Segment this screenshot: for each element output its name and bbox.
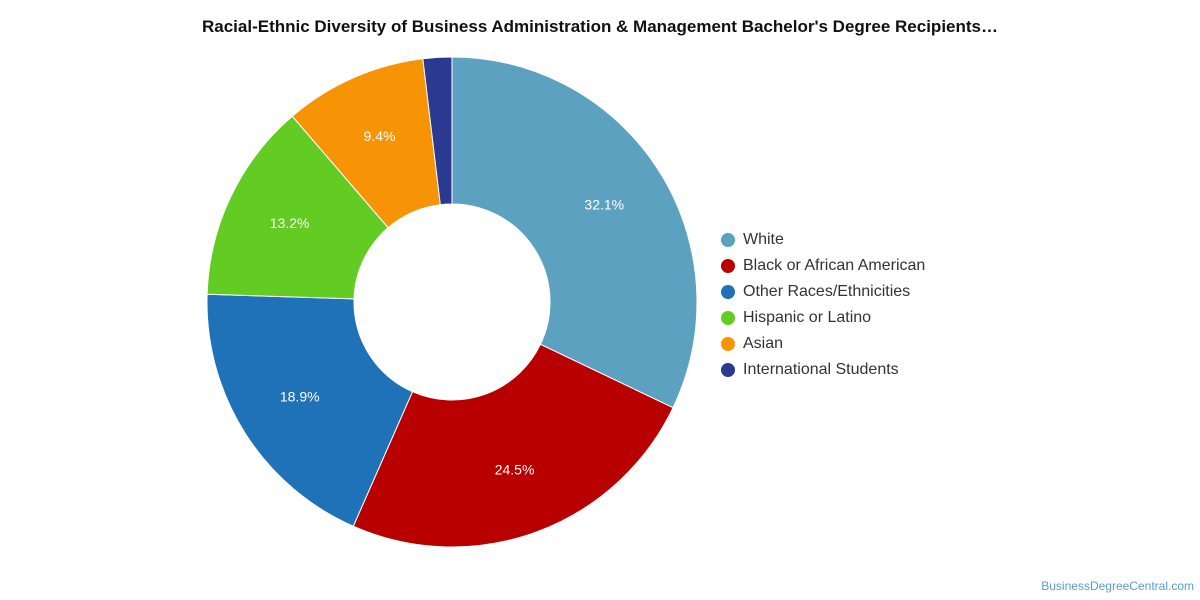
slice-white[interactable] xyxy=(451,56,698,409)
legend-swatch xyxy=(721,285,735,299)
slice-value-label-asian: 9.4% xyxy=(364,128,396,144)
slice-black-or-african-american[interactable] xyxy=(352,343,674,548)
slice-labels-group: 32.1% 24.5% 18.9% 13.2% 9.4% xyxy=(270,128,624,478)
legend-item-black-or-african-american[interactable]: Black or African American xyxy=(721,253,925,279)
legend-label: Black or African American xyxy=(743,257,926,274)
slice-value-label-hispanic-or-latino: 13.2% xyxy=(270,215,310,231)
slice-other-races-ethnicities[interactable] xyxy=(206,293,414,527)
slice-value-label-other-races-ethnicities: 18.9% xyxy=(280,389,320,405)
legend-label: White xyxy=(743,231,784,248)
legend-swatch xyxy=(721,337,735,351)
slices-group xyxy=(206,56,698,548)
chart-title: Racial-Ethnic Diversity of Business Admi… xyxy=(201,17,998,36)
legend-label: Hispanic or Latino xyxy=(743,309,872,326)
legend-item-international-students[interactable]: International Students xyxy=(721,357,925,383)
source-watermark[interactable]: BusinessDegreeCentral.com xyxy=(1041,579,1194,593)
legend-swatch xyxy=(721,311,735,325)
legend-item-asian[interactable]: Asian xyxy=(721,331,925,357)
legend-label: International Students xyxy=(743,361,899,378)
legend-swatch xyxy=(721,259,735,273)
chart-legend: White Black or African American Other Race… xyxy=(721,227,925,383)
legend-swatch xyxy=(721,233,735,247)
legend-item-other-races-ethnicities[interactable]: Other Races/Ethnicities xyxy=(721,279,925,305)
legend-item-white[interactable]: White xyxy=(721,227,925,253)
slice-value-label-white: 32.1% xyxy=(584,197,624,213)
slice-hispanic-or-latino[interactable] xyxy=(206,115,389,300)
legend-swatch xyxy=(721,363,735,377)
slice-international-students[interactable] xyxy=(422,56,453,206)
slice-value-label-black-or-african-american: 24.5% xyxy=(495,461,535,477)
legend-label: Other Races/Ethnicities xyxy=(743,283,911,300)
legend-label: Asian xyxy=(743,335,784,352)
legend-item-hispanic-or-latino[interactable]: Hispanic or Latino xyxy=(721,305,925,331)
